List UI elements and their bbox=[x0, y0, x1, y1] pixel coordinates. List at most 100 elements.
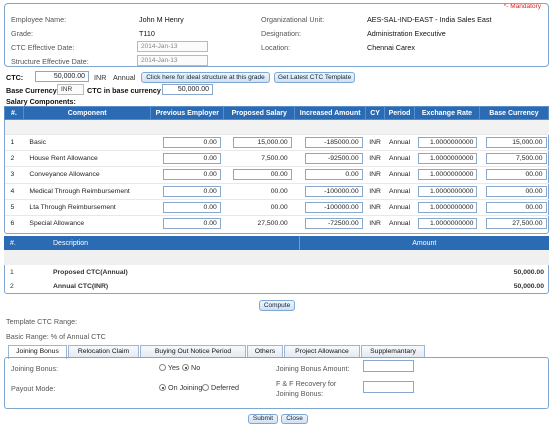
base-currency-input[interactable]: 27,500.00 bbox=[485, 218, 547, 230]
location-value: Chennai Carex bbox=[367, 43, 415, 52]
increased-amount-input[interactable]: -92500.00 bbox=[304, 153, 363, 165]
col-header: CY bbox=[365, 106, 386, 120]
row-number: 1 bbox=[4, 133, 24, 151]
previous-employer-input[interactable]: 0.00 bbox=[162, 201, 221, 213]
proposed-salary-input[interactable]: 27,500.00 bbox=[232, 218, 292, 230]
col-header: Description bbox=[47, 236, 300, 250]
org-unit-label: Organizational Unit: bbox=[261, 15, 325, 24]
ctc-input[interactable]: 50,000.00 bbox=[35, 71, 89, 82]
row-number: 4 bbox=[4, 182, 24, 200]
table-row: 3 Conveyance Allowance 0.00 00.00 0.00 I… bbox=[4, 166, 549, 184]
proposed-salary-input[interactable]: 00.00 bbox=[232, 169, 292, 181]
row-number: 6 bbox=[4, 214, 24, 232]
previous-employer-input[interactable]: 0.00 bbox=[162, 137, 221, 149]
tab-joining-bonus[interactable]: Joining Bonus bbox=[8, 345, 67, 359]
tab-project-allowance[interactable]: Project Allowance bbox=[284, 345, 360, 358]
structure-effective-date-field[interactable]: 2014-Jan-13 bbox=[137, 55, 208, 66]
template-ctc-range: Template CTC Range: bbox=[6, 317, 78, 326]
table-spacer-row bbox=[4, 250, 549, 265]
period-cell: Annual bbox=[384, 182, 415, 200]
ideal-structure-button[interactable]: Click here for ideal structure at this g… bbox=[141, 72, 270, 83]
ctc-base-currency-input[interactable]: 50,000.00 bbox=[162, 84, 213, 95]
joining-bonus-yes-option[interactable]: Yes bbox=[159, 363, 180, 372]
table-row: 2 House Rent Allowance 0.00 7,500.00 -92… bbox=[4, 150, 549, 167]
latest-ctc-template-button[interactable]: Get Latest CTC Template bbox=[274, 72, 355, 83]
exchange-rate-input[interactable]: 1.0000000000 bbox=[418, 218, 478, 230]
summary-description: Annual CTC(INR) bbox=[53, 282, 109, 290]
base-currency-field[interactable]: INR bbox=[57, 84, 84, 95]
previous-employer-input[interactable]: 0.00 bbox=[162, 185, 221, 197]
increased-amount-input[interactable]: -100000.00 bbox=[304, 185, 363, 197]
tab-relocation-claim[interactable]: Relocation Claim bbox=[68, 345, 139, 358]
increased-amount-input[interactable]: -185000.00 bbox=[304, 137, 363, 149]
compute-button[interactable]: Compute bbox=[259, 300, 295, 311]
yes-label: Yes bbox=[167, 363, 180, 372]
exchange-rate-input[interactable]: 1.0000000000 bbox=[418, 153, 478, 165]
radio-deferred-icon[interactable] bbox=[202, 384, 209, 391]
exchange-rate-input[interactable]: 1.0000000000 bbox=[418, 137, 478, 149]
previous-employer-input[interactable]: 0.00 bbox=[162, 153, 221, 165]
exchange-rate-input[interactable]: 1.0000000000 bbox=[418, 185, 478, 197]
base-currency-input[interactable]: 7,500.00 bbox=[485, 153, 547, 165]
ctc-currency: INR bbox=[94, 73, 107, 82]
joining-bonus-amount-label: Joining Bonus Amount: bbox=[276, 364, 350, 373]
tab-supplemantary[interactable]: Supplemantary bbox=[361, 345, 425, 358]
base-currency-input[interactable]: 15,000.00 bbox=[485, 137, 547, 149]
radio-yes-icon[interactable] bbox=[159, 364, 166, 371]
increased-amount-input[interactable]: -72500.00 bbox=[304, 218, 363, 230]
currency-cell: INR bbox=[365, 198, 385, 216]
period-cell: Annual bbox=[384, 133, 415, 151]
payout-deferred-option[interactable]: Deferred bbox=[202, 383, 239, 392]
radio-no-selected-icon[interactable] bbox=[182, 364, 189, 371]
col-header: Component bbox=[22, 106, 152, 120]
proposed-salary-input[interactable]: 15,000.00 bbox=[232, 137, 292, 149]
proposed-salary-input[interactable]: 00.00 bbox=[232, 201, 292, 213]
previous-employer-input[interactable]: 0.00 bbox=[162, 169, 221, 181]
tab-buying-out-notice-period[interactable]: Buying Out Notice Period bbox=[140, 345, 246, 358]
ctc-effective-date-field[interactable]: 2014-Jan-13 bbox=[137, 41, 208, 52]
base-currency-label: Base Currency bbox=[6, 86, 57, 95]
col-header: Exchange Rate bbox=[414, 106, 480, 120]
period-cell: Annual bbox=[384, 150, 415, 167]
table-row: 1 Proposed CTC(Annual) 50,000.00 bbox=[4, 265, 549, 279]
period-cell: Annual bbox=[384, 198, 415, 216]
table-row: 4 Medical Through Reimbursement 0.00 00.… bbox=[4, 182, 549, 200]
increased-amount-input[interactable]: 0.00 bbox=[304, 169, 363, 181]
grade-value: T110 bbox=[139, 29, 155, 38]
summary-amount: 50,000.00 bbox=[513, 282, 544, 290]
radio-on-joining-selected-icon[interactable] bbox=[159, 384, 166, 391]
previous-employer-input[interactable]: 0.00 bbox=[162, 218, 221, 230]
table-row: 2 Annual CTC(INR) 50,000.00 bbox=[4, 279, 549, 293]
exchange-rate-input[interactable]: 1.0000000000 bbox=[418, 169, 478, 181]
joining-bonus-label: Joining Bonus: bbox=[11, 364, 59, 373]
component-name: Special Allowance bbox=[23, 214, 151, 232]
ctc-summary-table: #. Description Amount 1 Proposed CTC(Ann… bbox=[4, 236, 549, 293]
proposed-salary-input[interactable]: 00.00 bbox=[232, 185, 292, 197]
increased-amount-input[interactable]: -100000.00 bbox=[304, 201, 363, 213]
submit-button[interactable]: Submit bbox=[248, 414, 278, 424]
tab-others[interactable]: Others bbox=[247, 345, 283, 358]
base-currency-input[interactable]: 00.00 bbox=[485, 201, 547, 213]
ff-recovery-input[interactable] bbox=[363, 381, 414, 393]
joining-bonus-amount-input[interactable] bbox=[363, 360, 414, 372]
proposed-salary-input[interactable]: 7,500.00 bbox=[232, 153, 292, 165]
no-label: No bbox=[191, 363, 201, 372]
component-name: House Rent Allowance bbox=[23, 150, 151, 167]
close-button[interactable]: Close bbox=[281, 414, 308, 424]
salary-table-header: #. Component Previous Employer Proposed … bbox=[4, 106, 550, 120]
row-number: 2 bbox=[4, 150, 24, 167]
designation-label: Designation: bbox=[261, 29, 301, 38]
col-header: Amount bbox=[299, 236, 549, 250]
summary-description: Proposed CTC(Annual) bbox=[53, 268, 128, 276]
base-currency-input[interactable]: 00.00 bbox=[485, 185, 547, 197]
basic-range: Basic Range: % of Annual CTC bbox=[6, 332, 106, 341]
base-currency-input[interactable]: 00.00 bbox=[485, 169, 547, 181]
summary-table-header: #. Description Amount bbox=[4, 236, 549, 250]
payout-on-joining-option[interactable]: On Joining bbox=[159, 383, 202, 392]
exchange-rate-input[interactable]: 1.0000000000 bbox=[418, 201, 478, 213]
component-name: Lta Through Reimbursement bbox=[23, 198, 151, 216]
payout-mode-label: Payout Mode: bbox=[11, 384, 56, 393]
joining-bonus-no-option[interactable]: No bbox=[182, 363, 200, 372]
location-label: Location: bbox=[261, 43, 291, 52]
ctc-effective-date-label: CTC Effective Date: bbox=[11, 43, 75, 52]
